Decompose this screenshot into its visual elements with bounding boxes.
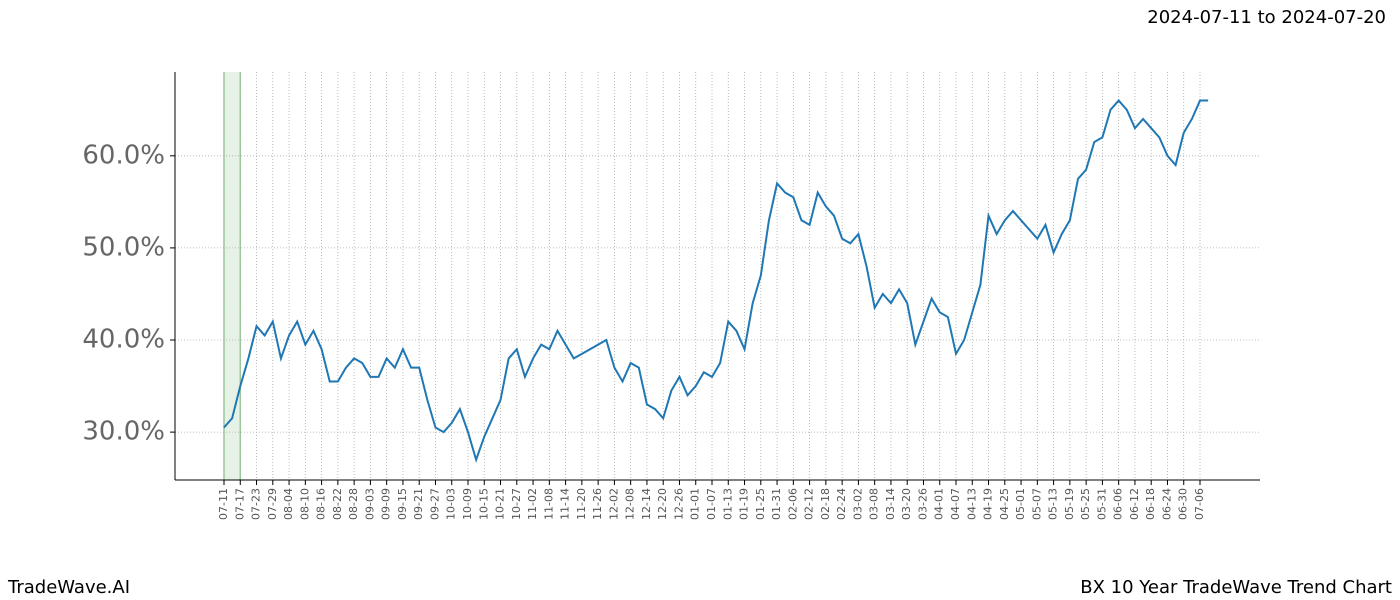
x-tick-label: 03-26 bbox=[916, 488, 929, 520]
x-tick-label: 02-06 bbox=[786, 488, 799, 520]
chart-title: 2024-07-11 to 2024-07-20 bbox=[1147, 7, 1386, 28]
x-tick-label: 09-27 bbox=[428, 488, 441, 520]
x-tick-label: 02-24 bbox=[835, 488, 848, 520]
x-tick-label: 09-03 bbox=[363, 488, 376, 520]
x-tick-label: 01-31 bbox=[770, 488, 783, 520]
x-tick-label: 01-01 bbox=[689, 488, 702, 520]
x-tick-label: 10-15 bbox=[477, 488, 490, 520]
x-tick-label: 09-21 bbox=[412, 488, 425, 520]
x-tick-label: 01-07 bbox=[705, 488, 718, 520]
x-tick-label: 06-06 bbox=[1112, 488, 1125, 520]
footer-left: TradeWave.AI bbox=[7, 577, 130, 598]
x-tick-label: 06-12 bbox=[1128, 488, 1141, 520]
highlight-band bbox=[224, 72, 241, 480]
x-tick-label: 07-11 bbox=[217, 488, 230, 520]
x-tick-label: 10-21 bbox=[494, 488, 507, 520]
x-tick-label: 04-13 bbox=[965, 488, 978, 520]
x-tick-label: 06-30 bbox=[1177, 488, 1190, 520]
x-tick-label: 10-27 bbox=[510, 488, 523, 520]
x-tick-label: 08-16 bbox=[315, 488, 328, 520]
x-tick-label: 04-01 bbox=[933, 488, 946, 520]
x-tick-label: 08-28 bbox=[347, 488, 360, 520]
x-tick-label: 11-26 bbox=[591, 488, 604, 520]
x-tick-label: 04-25 bbox=[998, 488, 1011, 520]
y-tick-label: 60.0% bbox=[82, 140, 165, 170]
x-tick-label: 08-22 bbox=[331, 488, 344, 520]
x-tick-label: 07-06 bbox=[1193, 488, 1206, 520]
x-tick-label: 04-07 bbox=[949, 488, 962, 520]
x-tick-label: 05-19 bbox=[1063, 488, 1076, 520]
x-tick-label: 05-13 bbox=[1047, 488, 1060, 520]
x-tick-label: 12-26 bbox=[672, 488, 685, 520]
x-tick-label: 05-01 bbox=[1014, 488, 1027, 520]
x-tick-label: 08-10 bbox=[298, 488, 311, 520]
x-tick-label: 12-20 bbox=[656, 488, 669, 520]
x-tick-label: 06-18 bbox=[1144, 488, 1157, 520]
y-tick-label: 40.0% bbox=[82, 325, 165, 355]
x-tick-label: 10-09 bbox=[461, 488, 474, 520]
x-tick-label: 02-18 bbox=[819, 488, 832, 520]
x-tick-label: 10-03 bbox=[445, 488, 458, 520]
x-tick-label: 07-29 bbox=[266, 488, 279, 520]
y-tick-label: 30.0% bbox=[82, 417, 165, 447]
x-tick-label: 08-04 bbox=[282, 488, 295, 520]
x-tick-label: 05-25 bbox=[1079, 488, 1092, 520]
x-tick-label: 07-17 bbox=[233, 488, 246, 520]
x-tick-label: 03-20 bbox=[900, 488, 913, 520]
x-tick-label: 11-08 bbox=[542, 488, 555, 520]
x-tick-label: 01-19 bbox=[738, 488, 751, 520]
x-tick-label: 12-14 bbox=[640, 488, 653, 520]
x-tick-label: 03-02 bbox=[851, 488, 864, 520]
x-tick-label: 01-13 bbox=[721, 488, 734, 520]
x-tick-label: 02-12 bbox=[803, 488, 816, 520]
x-tick-label: 04-19 bbox=[982, 488, 995, 520]
footer-right: BX 10 Year TradeWave Trend Chart bbox=[1080, 577, 1392, 598]
x-tick-label: 03-14 bbox=[884, 488, 897, 520]
x-tick-label: 01-25 bbox=[754, 488, 767, 520]
x-tick-label: 11-02 bbox=[526, 488, 539, 520]
x-tick-label: 12-08 bbox=[624, 488, 637, 520]
x-tick-label: 03-08 bbox=[868, 488, 881, 520]
x-tick-label: 12-02 bbox=[607, 488, 620, 520]
x-tick-label: 11-20 bbox=[575, 488, 588, 520]
trend-line bbox=[223, 99, 1209, 463]
x-tick-label: 09-15 bbox=[396, 488, 409, 520]
y-tick-label: 50.0% bbox=[82, 232, 165, 262]
x-tick-label: 06-24 bbox=[1160, 488, 1173, 520]
x-tick-label: 05-31 bbox=[1095, 488, 1108, 520]
x-tick-label: 11-14 bbox=[559, 488, 572, 520]
x-tick-label: 07-23 bbox=[250, 488, 263, 520]
x-tick-label: 05-07 bbox=[1030, 488, 1043, 520]
x-tick-label: 09-09 bbox=[380, 488, 393, 520]
